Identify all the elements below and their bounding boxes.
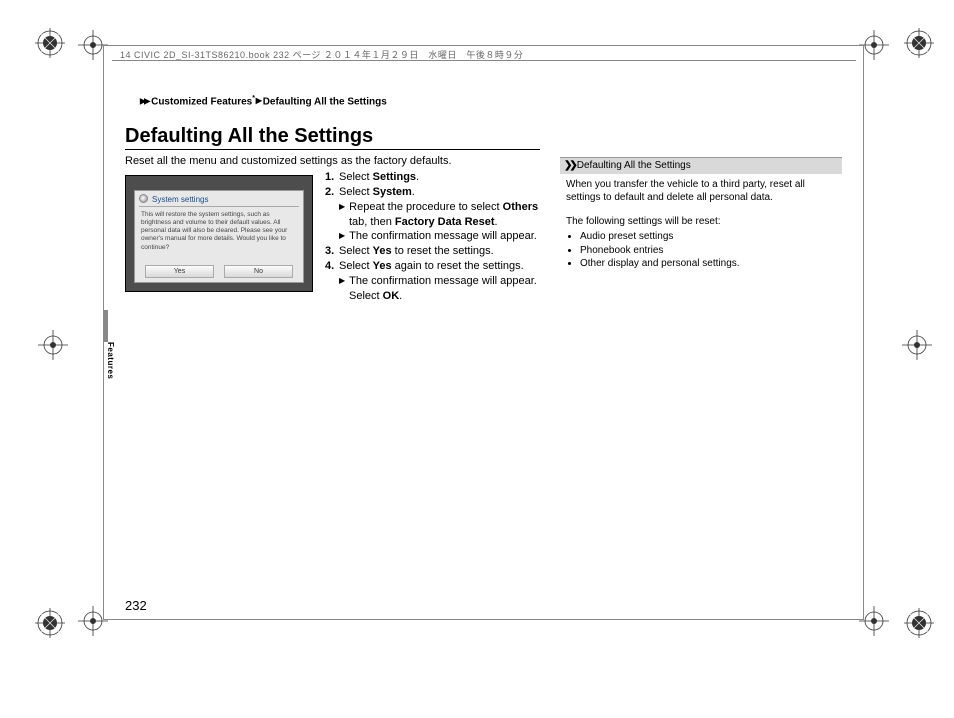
- dialog-yes-button: Yes: [145, 265, 214, 278]
- step-text: Select: [339, 186, 373, 198]
- step-sub: Repeat the procedure to select Others ta…: [335, 200, 545, 230]
- breadcrumb: ▶▶ Customized Features* ▶ Defaulting All…: [140, 95, 387, 107]
- steps-list: 1.Select Settings. 2.Select System. Repe…: [325, 170, 545, 304]
- sidebar-note: ❯❯Defaulting All the Settings When you t…: [560, 157, 842, 271]
- page-title: Defaulting All the Settings: [125, 125, 373, 148]
- triangle-icon: ▶▶: [140, 96, 148, 105]
- section-tab: [103, 310, 108, 342]
- breadcrumb-b: Defaulting All the Settings: [263, 96, 387, 107]
- dialog-title: System settings: [139, 193, 299, 207]
- chevron-icon: ❯❯: [564, 160, 575, 171]
- crop-mark-icon: [904, 608, 934, 638]
- list-item: Other display and personal settings.: [580, 257, 836, 271]
- triangle-icon: ▶: [256, 96, 260, 105]
- sidebar-p2: The following settings will be reset:: [566, 215, 836, 229]
- list-item: Audio preset settings: [580, 230, 836, 244]
- sidebar-p1: When you transfer the vehicle to a third…: [566, 178, 836, 205]
- header-rule: [112, 60, 856, 61]
- dialog-no-button: No: [224, 265, 293, 278]
- sidebar-list: Audio preset settings Phonebook entries …: [566, 230, 836, 271]
- registration-mark-icon: [38, 330, 68, 360]
- crop-mark-icon: [35, 28, 65, 58]
- intro-text: Reset all the menu and customized settin…: [125, 155, 452, 167]
- step-text: Select: [339, 245, 373, 257]
- dialog-screenshot: System settings This will restore the sy…: [125, 175, 313, 292]
- title-rule: [125, 149, 540, 150]
- step-sub: Select OK.: [325, 289, 545, 304]
- step-bold: Settings: [373, 171, 416, 183]
- step-text: Select: [339, 171, 373, 183]
- step-sub: The confirmation message will appear.: [335, 274, 545, 289]
- breadcrumb-a: Customized Features: [151, 96, 252, 107]
- step-bold: System: [373, 186, 412, 198]
- section-tab-label: Features: [106, 342, 115, 379]
- list-item: Phonebook entries: [580, 244, 836, 258]
- crop-mark-icon: [904, 28, 934, 58]
- crop-mark-icon: [35, 608, 65, 638]
- step-bold: Yes: [373, 245, 392, 257]
- dialog-body: This will restore the system settings, s…: [139, 207, 299, 256]
- sidebar-head: ❯❯Defaulting All the Settings: [560, 157, 842, 174]
- step-text: Select: [339, 260, 373, 272]
- step-sub: The confirmation message will appear.: [335, 229, 545, 244]
- page-number: 232: [125, 598, 147, 613]
- registration-mark-icon: [902, 330, 932, 360]
- step-bold: Yes: [373, 260, 392, 272]
